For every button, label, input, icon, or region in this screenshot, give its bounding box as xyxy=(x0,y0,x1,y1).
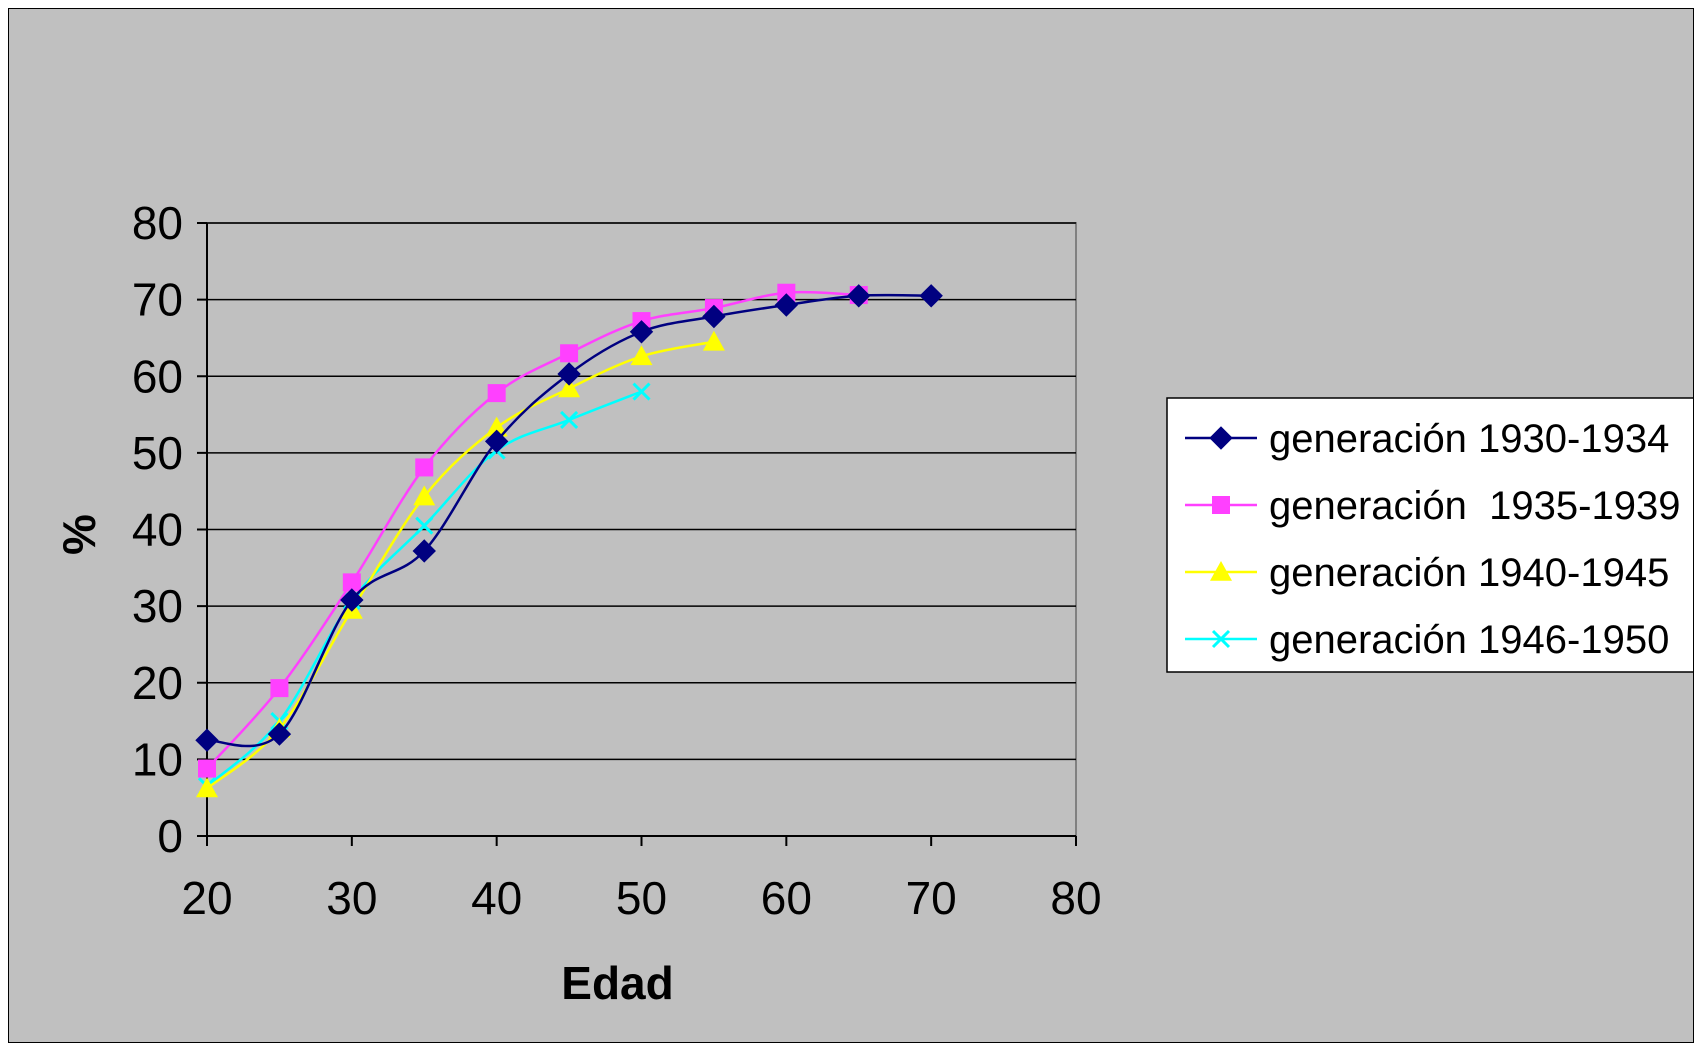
x-tick-label: 20 xyxy=(181,872,232,924)
data-point xyxy=(267,722,292,746)
x-tick-label: 30 xyxy=(326,872,377,924)
y-tick-label: 10 xyxy=(132,733,183,785)
series-line xyxy=(206,340,715,790)
data-point xyxy=(487,384,506,403)
y-tick-label: 30 xyxy=(132,580,183,632)
x-tick-label: 40 xyxy=(471,872,522,924)
y-tick-label: 80 xyxy=(132,197,183,249)
legend-label: generación 1940-1945 xyxy=(1269,551,1669,595)
legend-label: generación 1946-1950 xyxy=(1269,618,1669,662)
data-point xyxy=(198,759,216,778)
x-tick-label: 60 xyxy=(761,872,812,924)
data-point xyxy=(560,410,579,429)
data-point xyxy=(557,362,581,386)
legend-item: generación 1935-1939 xyxy=(1185,484,1680,528)
y-tick-label: 20 xyxy=(132,657,183,709)
data-point xyxy=(774,293,799,317)
data-point xyxy=(777,283,796,302)
y-tick-label: 40 xyxy=(132,504,183,556)
data-point xyxy=(342,573,361,592)
data-point xyxy=(629,320,654,344)
data-point xyxy=(847,284,871,308)
x-tick-label: 80 xyxy=(1050,872,1101,924)
data-point xyxy=(412,539,436,563)
y-tick-label: 0 xyxy=(157,810,183,862)
legend-item: generación 1946-1950 xyxy=(1185,618,1669,662)
data-point xyxy=(919,284,943,308)
data-point xyxy=(484,429,509,454)
data-point xyxy=(340,588,364,612)
legend-item: generación 1930-1934 xyxy=(1185,417,1669,461)
series-1 xyxy=(195,284,943,752)
legend-marker xyxy=(1211,629,1231,649)
legend-marker xyxy=(1210,561,1232,581)
data-point xyxy=(558,377,581,398)
chart-area: 0 10 20 30 40 50 60 70 80 20 30 40 50 60 70 80 Edad% gene… xyxy=(8,8,1694,1043)
data-point xyxy=(415,458,434,477)
legend-label: generación 1930-1934 xyxy=(1269,417,1669,461)
data-point xyxy=(415,516,434,535)
data-point xyxy=(485,416,508,437)
y-tick-label: 50 xyxy=(132,427,183,479)
y-tick-label: 60 xyxy=(132,350,183,402)
data-point xyxy=(413,485,436,506)
legend-marker xyxy=(1212,496,1230,514)
y-axis-title: % xyxy=(53,514,105,555)
data-point xyxy=(632,382,651,401)
legend-label: generación 1935-1939 xyxy=(1269,484,1680,528)
legend-item: generación 1940-1945 xyxy=(1185,551,1669,595)
x-tick-label: 50 xyxy=(616,872,667,924)
x-axis-title: Edad xyxy=(561,957,673,1009)
data-point xyxy=(195,728,219,752)
x-tick-label: 70 xyxy=(906,872,957,924)
legend: generación 1930-1934 generación 1935-1939… xyxy=(1166,397,1693,673)
data-point xyxy=(270,679,289,698)
data-point xyxy=(702,330,725,351)
legend-box xyxy=(1166,397,1693,673)
data-point xyxy=(560,344,579,363)
legend-marker xyxy=(1209,426,1233,450)
data-point xyxy=(630,345,653,366)
line-chart: 0 10 20 30 40 50 60 70 80 20 30 40 50 60 70 80 Edad% gene… xyxy=(53,197,1693,1009)
y-tick-label: 70 xyxy=(132,274,183,326)
data-point xyxy=(702,304,726,329)
data-point xyxy=(196,777,218,798)
